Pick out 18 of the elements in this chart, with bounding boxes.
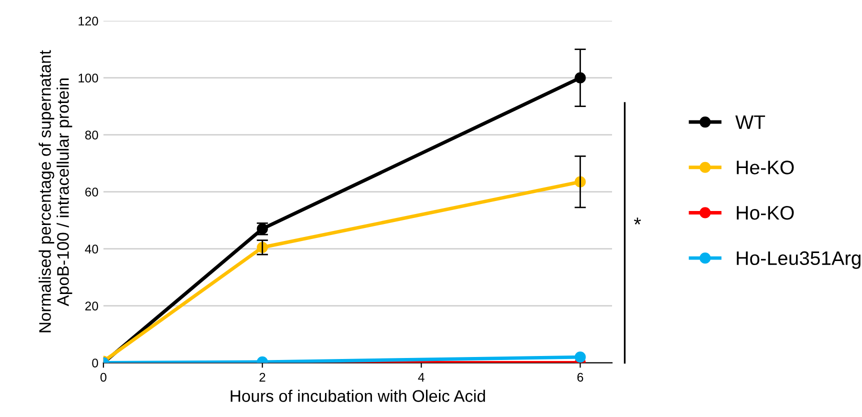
y-tick-label: 100 xyxy=(78,74,98,82)
x-tick-label: 0 xyxy=(100,372,106,382)
y-tick-label: 60 xyxy=(85,188,98,196)
y-tick-label: 20 xyxy=(85,302,98,310)
y-tick-label: 80 xyxy=(85,130,98,140)
legend-label: Ho-Leu351Arg xyxy=(736,251,860,269)
y-tick-label: 40 xyxy=(84,244,98,254)
x-tick-label: 4 xyxy=(418,372,424,382)
y-tick-label: 0 xyxy=(92,358,98,368)
text: * xyxy=(634,218,641,224)
y-axis-title: Normalised percentage of supernatant ApoB-100 / intracellular protein xyxy=(38,50,72,332)
x-tick-label: 2 xyxy=(260,372,266,382)
x-tick-label: 6 xyxy=(577,372,584,382)
x-axis-title: Hours of incubation with Oleic Acid xyxy=(230,390,485,402)
legend-label: Ho-KO xyxy=(736,206,794,220)
legend-label: WT xyxy=(735,115,766,129)
legend-label: He-KO xyxy=(736,160,794,174)
y-tick-label: 120 xyxy=(78,16,98,26)
